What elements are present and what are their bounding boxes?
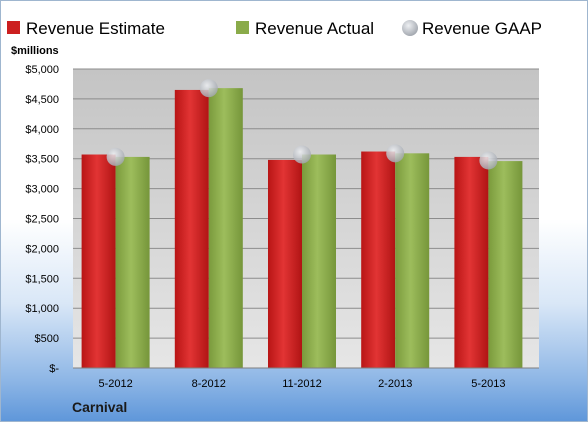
x-tick-label: 5-2013	[471, 378, 505, 390]
bar-revenue-actual	[208, 88, 243, 369]
x-tick-label: 11-2012	[282, 378, 322, 390]
marker-revenue-gaap	[106, 147, 125, 166]
bar-revenue-estimate	[454, 156, 489, 368]
marker-revenue-gaap	[479, 151, 498, 170]
y-tick-label: $3,500	[25, 154, 59, 166]
marker-revenue-gaap	[199, 79, 218, 98]
bar-revenue-estimate	[361, 151, 396, 368]
chart-legend: Revenue Estimate Revenue Actual Revenue …	[7, 19, 542, 38]
y-tick-label: $-	[49, 363, 59, 375]
bar-revenue-estimate	[174, 89, 209, 369]
bar-revenue-estimate	[81, 154, 116, 368]
legend-swatch-actual	[236, 21, 249, 34]
bar-revenue-actual	[302, 154, 336, 368]
x-tick-label: 5-2012	[98, 378, 132, 390]
legend-label-actual: Revenue Actual	[255, 19, 374, 38]
y-tick-label: $5,000	[25, 64, 59, 76]
bar-revenue-actual	[488, 161, 523, 368]
y-axis-unit-label: $millions	[11, 45, 59, 57]
y-tick-label: $500	[35, 333, 59, 345]
y-tick-label: $1,500	[25, 273, 59, 285]
y-tick-label: $2,000	[25, 243, 59, 255]
x-tick-label: 8-2012	[192, 378, 226, 390]
marker-revenue-gaap	[293, 145, 311, 164]
bar-revenue-actual	[115, 156, 150, 368]
y-tick-label: $2,500	[25, 214, 59, 226]
bars	[81, 88, 523, 369]
y-tick-label: $4,000	[25, 124, 59, 136]
legend-swatch-estimate	[7, 21, 20, 34]
bar-revenue-estimate	[268, 159, 302, 368]
y-tick-label: $3,000	[25, 184, 59, 196]
y-axis-ticks: $- $500 $1,000 $1,500 $2,000 $2,500 $3,000 $3,5…	[25, 64, 59, 375]
y-tick-label: $1,000	[25, 303, 59, 315]
bar-revenue-actual	[395, 153, 430, 368]
legend-label-gaap: Revenue GAAP	[422, 19, 542, 38]
y-tick-label: $4,500	[25, 94, 59, 106]
gaap-markers	[106, 79, 498, 170]
legend-marker-gaap	[402, 20, 418, 36]
company-label: Carnival	[72, 399, 127, 415]
x-axis-ticks: 5-2012 8-2012 11-2012 2-2013 5-2013	[98, 378, 505, 390]
marker-revenue-gaap	[386, 144, 405, 163]
x-tick-label: 2-2013	[378, 378, 412, 390]
legend-label-estimate: Revenue Estimate	[26, 19, 165, 38]
